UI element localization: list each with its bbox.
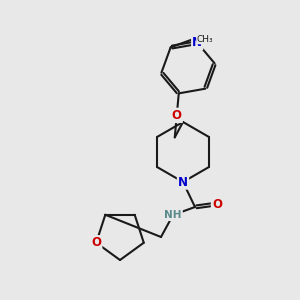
Text: CH₃: CH₃: [196, 35, 213, 44]
Text: O: O: [91, 236, 101, 249]
Text: N: N: [178, 176, 188, 188]
Text: N: N: [192, 36, 202, 49]
Text: NH: NH: [164, 210, 182, 220]
Text: O: O: [212, 197, 222, 211]
Text: O: O: [172, 109, 182, 122]
